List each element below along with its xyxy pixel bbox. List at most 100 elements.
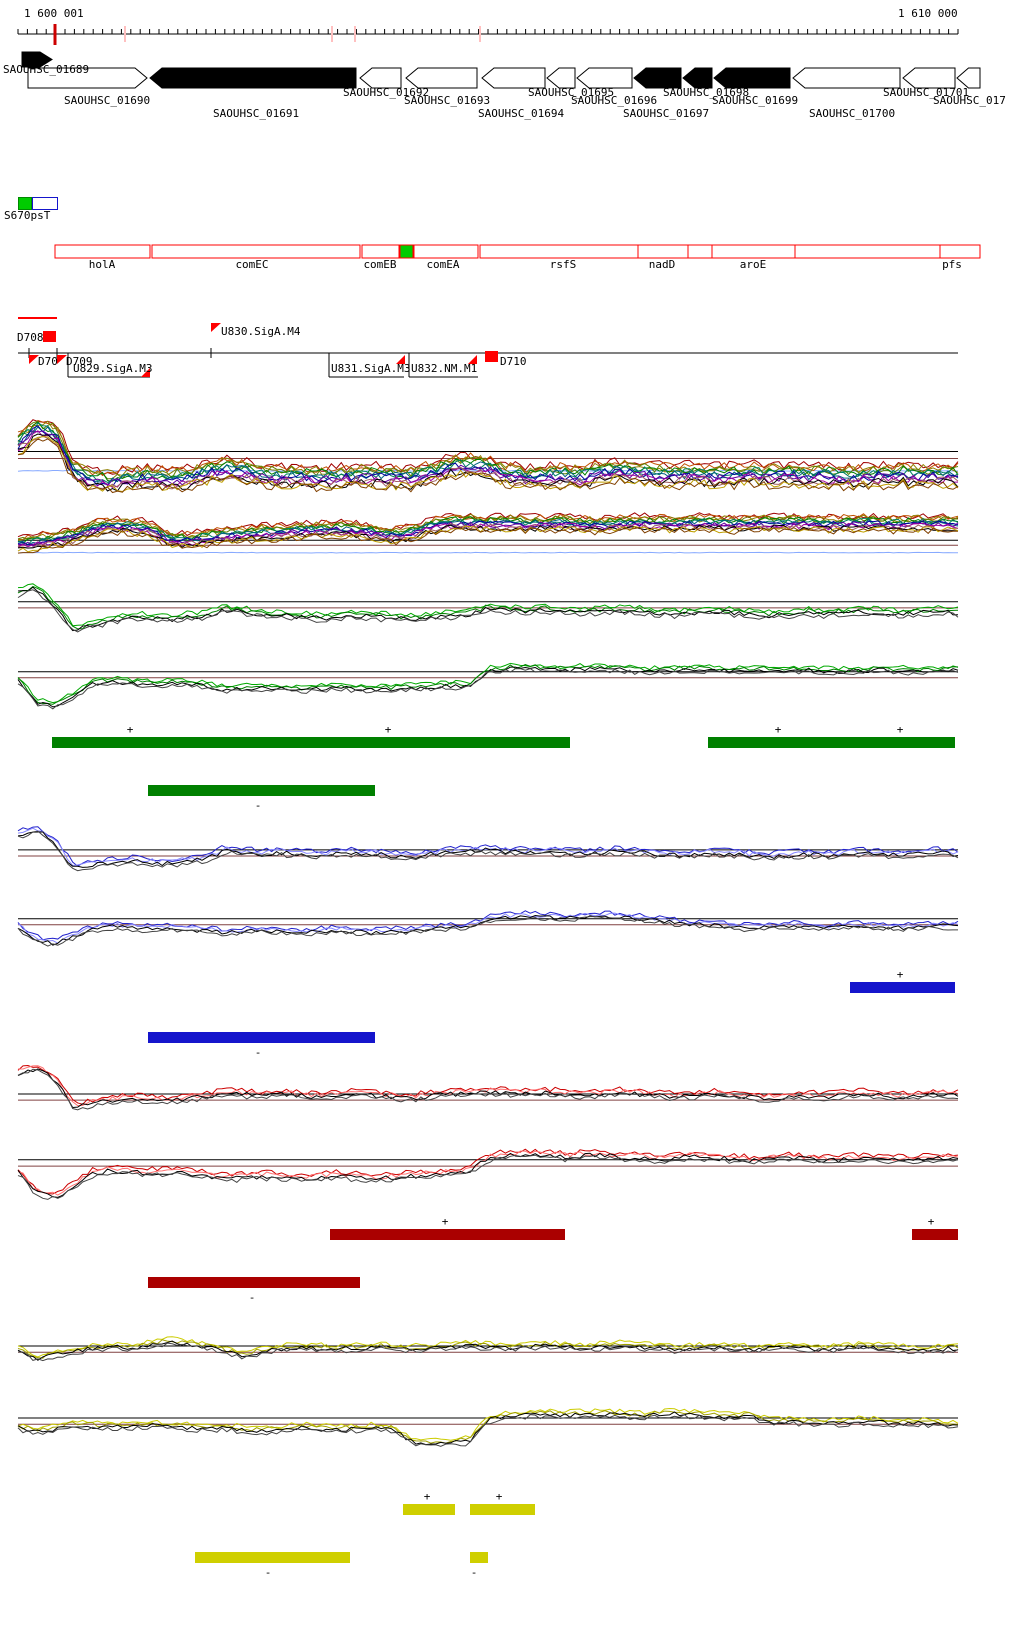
feature-flag[interactable] [141,368,150,377]
operon-box[interactable] [151,244,361,259]
ruler-start-label: 1 600 001 [24,7,84,20]
gene-label: SAOUHSC_01694 [478,107,565,120]
operon-box[interactable] [711,244,796,259]
coverage-line [17,1414,959,1447]
segment-bar[interactable] [148,1032,375,1043]
coverage-line [17,430,959,487]
coverage-line [17,1342,959,1362]
operon-box[interactable] [413,244,479,259]
legend-blue-swatch [32,197,58,210]
strand-sign: - [264,1566,272,1579]
coverage-line [17,1068,959,1109]
gene-arrow[interactable] [359,67,402,89]
operon-gene-label: rsfS [549,258,577,271]
feature-flag[interactable] [211,323,221,332]
gene-arrow[interactable] [792,67,901,89]
feature-flag[interactable] [57,355,67,364]
ruler-end-label: 1 610 000 [898,7,958,20]
coverage-line [17,422,959,484]
coverage-line [17,1339,959,1359]
gene-arrow[interactable] [27,67,148,89]
feature-flag[interactable] [29,355,39,364]
gene-label: SAOUHSC_01695 [528,86,615,99]
strand-sign: - [470,1566,478,1579]
operon-box[interactable] [637,244,689,259]
coverage-line [17,420,959,480]
coverage-line [17,1154,959,1200]
feature-flag[interactable] [396,355,405,364]
operon-box[interactable] [687,244,713,259]
gene-arrow[interactable] [902,67,956,89]
coverage-line [17,664,959,705]
coverage-line [17,662,959,704]
segment-bar[interactable] [148,1277,360,1288]
coverage-line [17,419,959,477]
coverage-line [17,426,959,486]
feature-label: U832.NM.M1 [411,362,478,375]
gene-arrow[interactable] [481,67,546,89]
feature-label: U831.SigA.M3 [331,362,411,375]
operon-gene-label: aroE [739,258,767,271]
gene-arrow[interactable] [149,67,357,89]
gene-arrow[interactable] [405,67,478,89]
coverage-line [17,1064,959,1105]
gene-arrow[interactable] [713,67,791,89]
coverage-line [17,910,959,941]
gene-arrow[interactable] [682,67,713,89]
track-blue-rev [17,910,959,947]
coverage-line [17,583,959,627]
gene-arrow[interactable] [956,67,981,89]
operon-box[interactable] [939,244,981,259]
coverage-line [17,1340,959,1361]
gene-label: SAOUHSC_01700 [809,107,896,120]
gene-arrow[interactable] [21,51,53,68]
feature-label: D709 [66,355,93,368]
segment-bar[interactable] [912,1229,958,1240]
gene-label: SAOUHSC_01697 [623,107,710,120]
coverage-line [17,526,959,554]
operon-track [54,244,981,259]
gene-arrow[interactable] [546,67,576,89]
segment-bar[interactable] [850,982,955,993]
coverage-line [17,525,959,553]
feature-label: D70 [38,355,58,368]
track-all-samples-fwd [17,419,959,494]
coverage-line [17,916,959,947]
operon-box[interactable] [794,244,941,259]
segment-bar[interactable] [403,1504,455,1515]
feature-label: D710 [500,355,527,368]
coverage-line [17,586,959,632]
feature-box[interactable] [43,331,56,342]
coverage-line [17,420,959,476]
gene-label: SAOUHSC_01690 [64,94,151,107]
coverage-line [17,912,959,944]
strand-sign: - [254,1046,262,1059]
segment-bar[interactable] [330,1229,565,1240]
segment-bar[interactable] [708,737,955,748]
operon-box[interactable] [54,244,151,259]
gene-arrow[interactable] [633,67,682,89]
segment-bar[interactable] [470,1552,488,1563]
coverage-line [17,436,959,492]
feature-label: U830.SigA.M4 [221,325,301,338]
segment-bar[interactable] [195,1552,350,1563]
operon-box[interactable] [399,244,414,259]
segment-bar[interactable] [470,1504,535,1515]
operon-gene-label: comEC [235,258,269,271]
operon-box[interactable] [479,244,639,259]
gene-arrow[interactable] [576,67,633,89]
coverage-line [17,1065,959,1107]
coverage-line [17,1336,959,1358]
operon-box[interactable] [361,244,400,259]
coverage-line [17,516,959,545]
legend-green-swatch [18,197,32,210]
feature-box[interactable] [485,351,498,362]
strand-sign: + [423,1490,431,1503]
operon-gene-label: pfs [942,258,962,271]
feature-flag[interactable] [468,355,477,364]
segment-bar[interactable] [52,737,570,748]
coverage-line [17,551,959,554]
features-track [18,317,958,378]
segment-bar[interactable] [148,785,375,796]
